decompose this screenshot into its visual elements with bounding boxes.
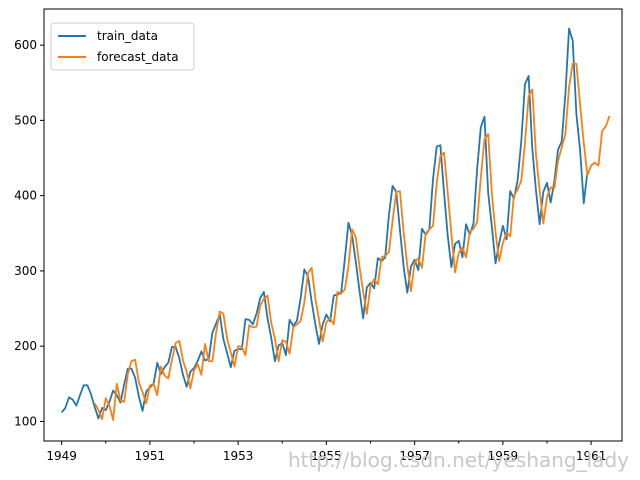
- y-tick-label-500: 500: [14, 113, 37, 127]
- x-tick-label-1953: 1953: [223, 449, 254, 463]
- legend-label-forecast-data: forecast_data: [97, 50, 179, 64]
- x-axis: 1949 1951 1953 1955 1957 1959 1961: [46, 441, 606, 463]
- series-line-forecast-data: [93, 62, 611, 421]
- legend: train_data forecast_data: [50, 22, 195, 71]
- y-tick-label-100: 100: [14, 414, 37, 428]
- y-tick-label-300: 300: [14, 264, 37, 278]
- plot-area: [43, 8, 623, 442]
- x-tick-label-1961: 1961: [576, 449, 607, 463]
- x-tick-label-1949: 1949: [46, 449, 77, 463]
- axes-frame: [43, 8, 623, 442]
- legend-label-train-data: train_data: [97, 29, 158, 43]
- y-tick-label-400: 400: [14, 189, 37, 203]
- x-tick-label-1957: 1957: [399, 449, 430, 463]
- x-tick-label-1959: 1959: [488, 449, 519, 463]
- y-tick-label-600: 600: [14, 38, 37, 52]
- watermark: http://blog.csdn.net/yeshang_lady: [288, 448, 629, 472]
- y-tick-label-200: 200: [14, 339, 37, 353]
- x-tick-label-1951: 1951: [135, 449, 166, 463]
- legend-frame: [50, 22, 195, 71]
- y-axis: 100 200 300 400 500 600: [14, 38, 44, 428]
- series-layer: [60, 27, 611, 421]
- x-tick-label-1955: 1955: [311, 449, 342, 463]
